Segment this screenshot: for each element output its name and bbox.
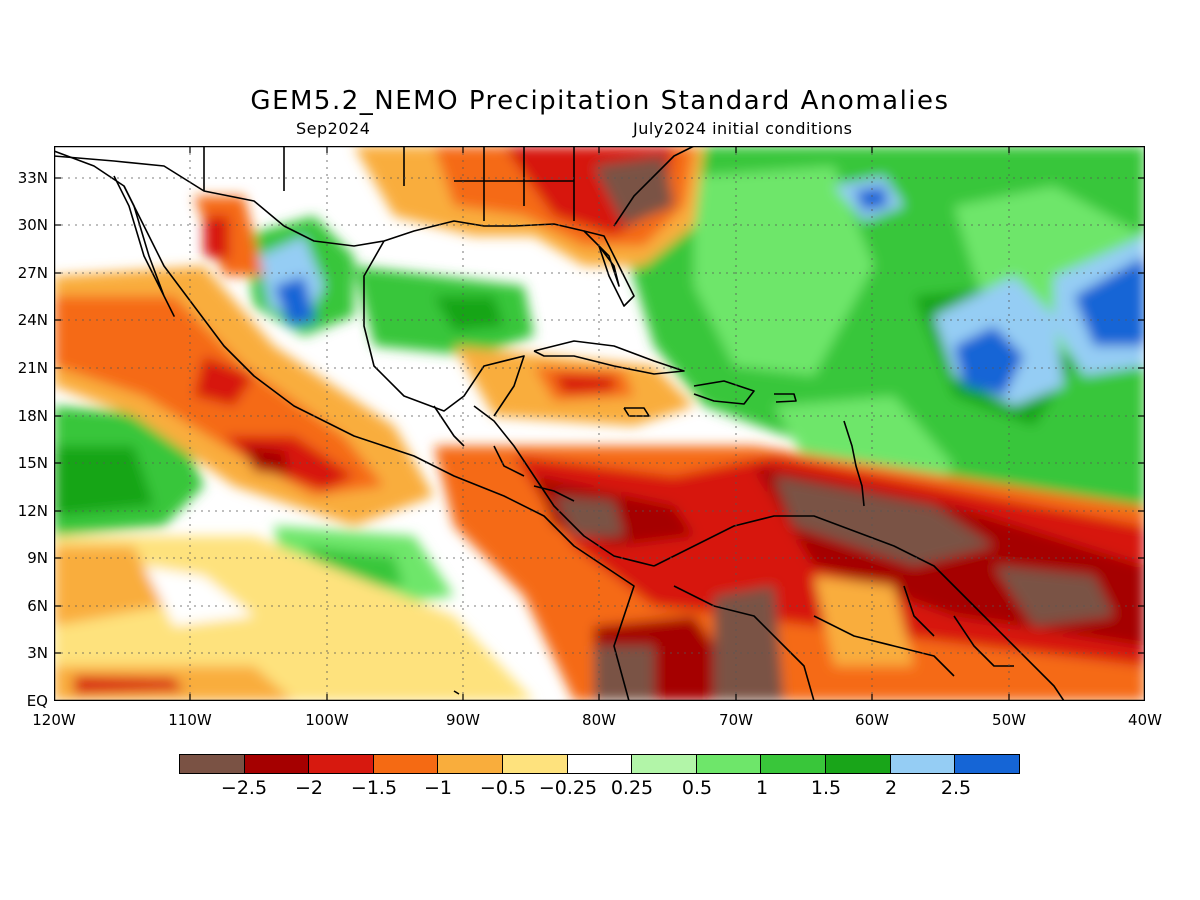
lat-label-eq: EQ xyxy=(26,692,48,710)
colorbar-swatch xyxy=(438,755,504,773)
colorbar-label: 0.5 xyxy=(681,777,713,799)
lat-label-18n: 18N xyxy=(17,407,48,425)
lon-label-80w: 80W xyxy=(582,711,616,729)
colorbar-label: 0.25 xyxy=(610,777,654,799)
colorbar-swatch xyxy=(567,755,633,773)
colorbar xyxy=(179,754,1020,774)
colorbar-swatch xyxy=(373,755,439,773)
colorbar-label: 1 xyxy=(755,777,769,799)
colorbar-label: 2.5 xyxy=(940,777,972,799)
anomaly-map xyxy=(54,146,1145,701)
colorbar-swatch xyxy=(826,755,891,773)
frame-ticks xyxy=(54,146,1145,701)
anomaly-map-svg xyxy=(54,146,1145,701)
lon-label-90w: 90W xyxy=(446,711,480,729)
initial-conditions-label: July2024 initial conditions xyxy=(633,119,853,138)
lon-label-110w: 110W xyxy=(168,711,212,729)
lon-label-120w: 120W xyxy=(32,711,76,729)
colorbar-label: −1 xyxy=(423,777,452,799)
colorbar-swatch xyxy=(503,755,568,773)
lat-label-21n: 21N xyxy=(17,359,48,377)
lat-label-3n: 3N xyxy=(27,644,48,662)
colorbar-swatch xyxy=(696,755,762,773)
colorbar-label: −2.5 xyxy=(220,777,268,799)
lon-label-100w: 100W xyxy=(305,711,349,729)
map-title: GEM5.2_NEMO Precipitation Standard Anoma… xyxy=(250,86,950,116)
lat-label-15n: 15N xyxy=(17,454,48,472)
colorbar-swatch xyxy=(632,755,697,773)
colorbar-swatch xyxy=(180,755,245,773)
colorbar-swatch xyxy=(309,755,374,773)
colorbar-label: 1.5 xyxy=(810,777,842,799)
graticule xyxy=(54,146,1145,701)
colorbar-swatch xyxy=(244,755,310,773)
colorbar-swatch xyxy=(955,755,1019,773)
lat-label-30n: 30N xyxy=(17,216,48,234)
lon-label-40w: 40W xyxy=(1128,711,1162,729)
lat-label-33n: 33N xyxy=(17,169,48,187)
lon-label-50w: 50W xyxy=(992,711,1026,729)
lat-label-9n: 9N xyxy=(27,549,48,567)
lat-label-12n: 12N xyxy=(17,502,48,520)
lon-label-70w: 70W xyxy=(719,711,753,729)
lon-label-60w: 60W xyxy=(855,711,889,729)
lat-label-27n: 27N xyxy=(17,264,48,282)
forecast-month: Sep2024 xyxy=(296,119,371,138)
colorbar-swatch xyxy=(890,755,956,773)
lat-label-6n: 6N xyxy=(27,597,48,615)
colorbar-label: −2 xyxy=(294,777,323,799)
lat-label-24n: 24N xyxy=(17,311,48,329)
colorbar-label: 2 xyxy=(884,777,898,799)
colorbar-swatch xyxy=(761,755,827,773)
colorbar-label: −0.5 xyxy=(479,777,527,799)
colorbar-label: −0.25 xyxy=(538,777,598,799)
colorbar-label: −1.5 xyxy=(350,777,398,799)
